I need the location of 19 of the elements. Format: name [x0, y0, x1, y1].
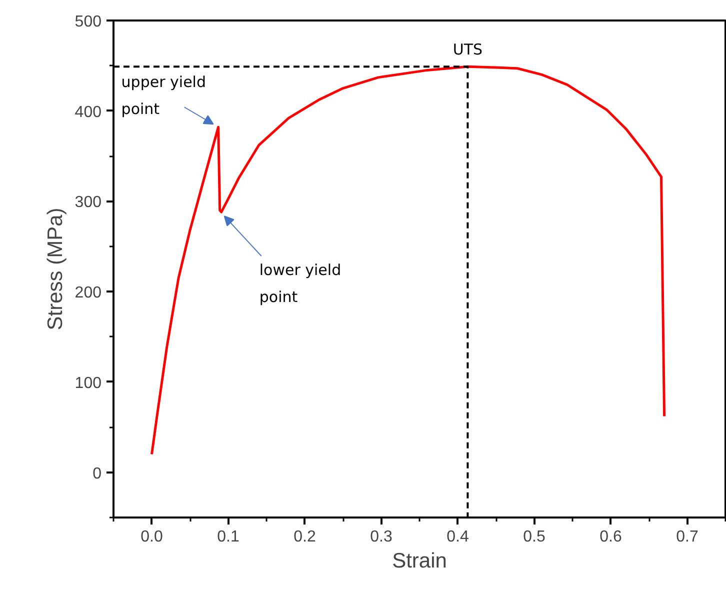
x-tick-label: 0.3: [370, 528, 392, 546]
x-tick-label: 0.7: [676, 528, 698, 546]
x-tick-label: 0.0: [140, 528, 163, 546]
y-tick-label: 100: [74, 374, 102, 392]
x-tick-label: 0.1: [217, 528, 240, 546]
y-tick-label: 500: [74, 14, 102, 30]
x-tick-label: 0.4: [446, 528, 469, 546]
x-tick-label: 0.5: [523, 528, 546, 546]
y-tick-label: 300: [74, 194, 102, 212]
x-tick-label: 0.6: [600, 528, 622, 546]
y-tick-label: 0: [92, 465, 102, 482]
annotation: lower yield point: [259, 261, 342, 306]
y-tick-label: 200: [74, 284, 102, 302]
annotation: upper yield point: [121, 73, 206, 118]
y-tick-label: 400: [74, 104, 102, 121]
annotation: UTS: [452, 40, 483, 59]
x-axis-title: Strain: [392, 550, 447, 572]
y-axis-title: Stress (MPa): [44, 208, 67, 330]
x-tick-label: 0.2: [294, 528, 316, 546]
